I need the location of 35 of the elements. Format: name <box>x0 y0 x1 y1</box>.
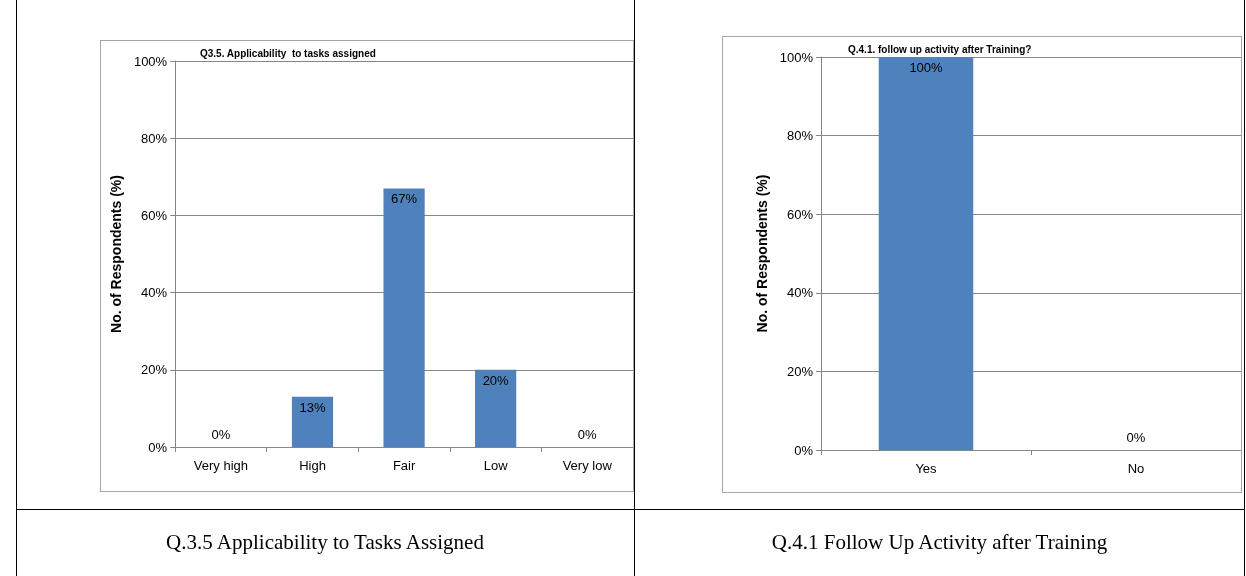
y-tick-label: 100% <box>133 53 168 69</box>
text: Q.3.5 Applicability to Tasks Assigned <box>165 530 485 555</box>
bar <box>291 396 334 447</box>
data-label: 20% <box>482 372 510 388</box>
x-tick-label: Very low <box>562 458 613 473</box>
text: Q.4.1 Follow Up Activity after Training <box>770 530 1109 555</box>
y-tick-label: 100% <box>779 49 814 65</box>
y-tick-label: 80% <box>786 128 814 144</box>
x-tick-label: High <box>299 458 326 473</box>
x-tick-label: No <box>1127 461 1145 476</box>
y-tick-label: 20% <box>141 362 168 378</box>
x-tick-label: Yes <box>915 461 938 476</box>
data-label: 0% <box>577 427 598 442</box>
y-tick-label: 60% <box>141 207 168 223</box>
y-tick-label: 40% <box>786 285 814 301</box>
x-tick-label: Fair <box>392 458 416 473</box>
x-tick-label: Low <box>483 458 509 473</box>
bar <box>475 369 517 447</box>
y-axis-title: No. of Respondents (%) <box>753 174 770 333</box>
y-tick-label: 60% <box>786 206 814 222</box>
chart-title: Q.4.1. follow up activity after Training? <box>848 43 1032 55</box>
data-label: 0% <box>211 427 231 442</box>
y-tick-label: 20% <box>786 363 814 379</box>
y-tick-label: 0% <box>148 439 168 455</box>
data-label: 100% <box>909 60 944 75</box>
y-tick-label: 0% <box>794 442 814 458</box>
y-axis-title: No. of Respondents (%) <box>108 175 124 333</box>
data-label: 0% <box>1126 430 1146 445</box>
bar <box>383 188 425 447</box>
y-tick-label: 80% <box>141 130 168 146</box>
x-tick-label: Very high <box>193 458 249 473</box>
chart-title: Q3.5. Applicability to tasks assigned <box>200 47 376 59</box>
data-label: 13% <box>299 399 326 415</box>
data-label: 67% <box>391 191 418 207</box>
y-tick-label: 40% <box>141 285 168 301</box>
